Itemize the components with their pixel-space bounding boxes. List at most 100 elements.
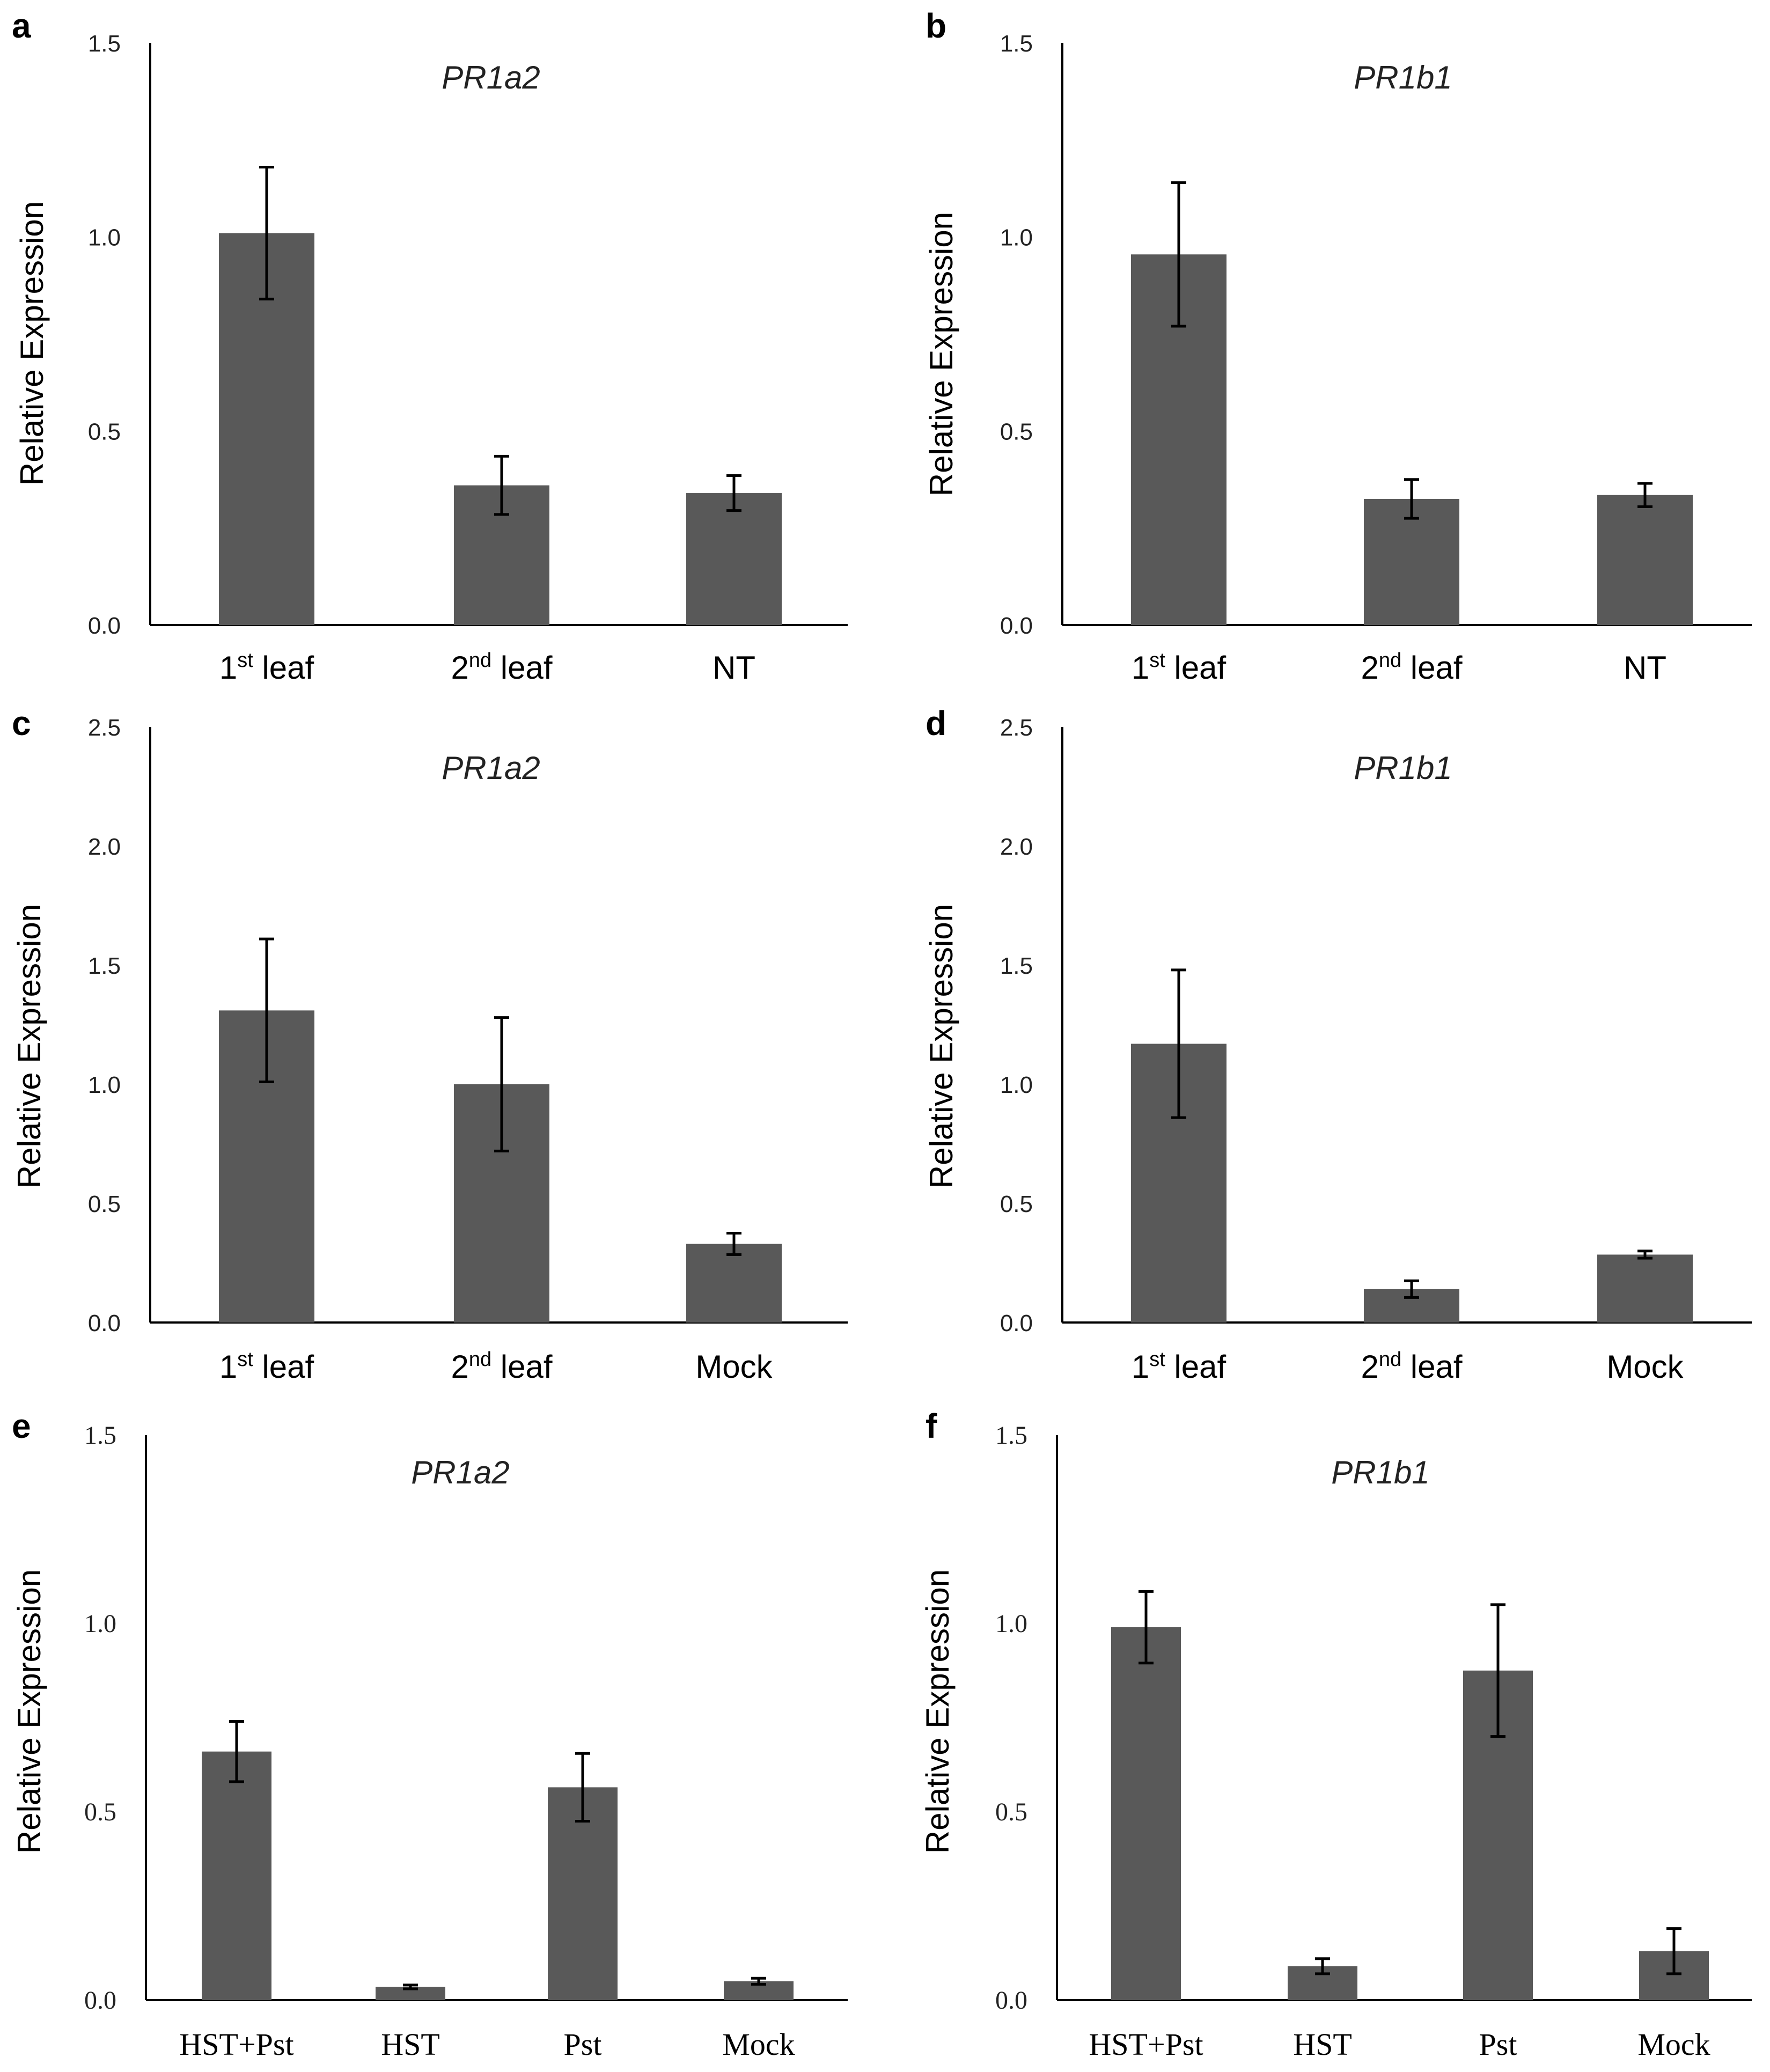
x-tick-label: NT [713,650,755,686]
x-tick-label: NT [1624,650,1666,686]
bar [1597,1254,1693,1322]
y-tick-label: 1.0 [995,1610,1027,1638]
y-axis-label: Relative Expression [923,212,959,496]
error-bar [1315,1957,1330,1975]
bar [202,1751,271,2000]
y-tick-label: 1.0 [88,225,121,251]
error-bar [1171,181,1186,328]
x-tick-label: 1st leaf [1132,1348,1226,1385]
y-tick-label: 0.0 [1000,1310,1033,1336]
y-tick-label: 2.5 [1000,715,1033,741]
error-bar [1404,1279,1419,1299]
y-tick-label: 1.0 [1000,1072,1033,1098]
bar [686,1244,782,1322]
y-axis-label: Relative Expression [14,201,50,486]
error-bar [1490,1603,1505,1738]
chart-title: PR1b1 [1331,1454,1429,1490]
chart-panel-f: f PR1b1 Relative Expression 0.0 0.5 1.0 1.5 HST… [920,1407,1752,2062]
panel-letter: e [12,1407,31,1445]
y-tick-label: 1.5 [88,31,121,57]
error-bar [726,474,741,512]
y-tick-label: 1.0 [84,1610,116,1638]
chart-title: PR1a2 [411,1454,509,1490]
y-tick-label: 0.0 [88,613,121,639]
x-tick-label: Pst [1479,2027,1517,2062]
chart-title: PR1a2 [442,60,540,95]
y-tick-label: 1.5 [88,953,121,979]
error-bar [751,1977,766,1986]
chart-title: PR1a2 [442,750,540,786]
bar [1364,498,1459,625]
error-bar [403,1983,418,1990]
error-bar [1171,968,1186,1119]
error-bar [575,1752,590,1823]
bar [548,1787,618,2000]
y-tick-label: 0.5 [1000,418,1033,445]
y-tick-label: 0.5 [88,418,121,445]
y-tick-label: 2.0 [1000,834,1033,860]
y-tick-label: 0.0 [88,1310,121,1336]
y-axis-label: Relative Expression [11,1569,47,1854]
x-tick-label: Mock [1606,1349,1684,1385]
panel-letter: b [926,6,946,45]
error-bar [1637,482,1653,508]
chart-panel-a: a PR1a2 Relative Expression 0.0 0.5 1.0 1.5 1st… [12,6,848,686]
y-tick-label: 0.0 [84,1986,116,2015]
y-tick-label: 0.5 [88,1191,121,1217]
y-tick-label: 2.5 [88,715,121,741]
error-bar [1666,1927,1681,1975]
error-bar [1637,1250,1653,1260]
y-tick-label: 1.0 [88,1072,121,1098]
y-tick-label: 0.5 [1000,1191,1033,1217]
panel-letter: c [12,704,31,743]
x-tick-label: 1st leaf [219,1348,314,1385]
chart-panel-b: b PR1b1 Relative Expression 0.0 0.5 1.0 1.5 1st… [923,6,1752,686]
x-tick-label: HST+Pst [179,2027,293,2062]
chart-panel-c: c PR1a2 Relative Expression 0.0 0.5 1.0 1.5 2.0… [11,704,848,1385]
error-bar [1139,1590,1154,1665]
bar [1597,495,1693,625]
error-bar [494,454,509,516]
panel-letter: d [926,704,946,743]
x-tick-label: 1st leaf [219,649,314,686]
y-tick-label: 0.0 [1000,613,1033,639]
y-axis-label: Relative Expression [920,1569,956,1854]
error-bar [229,1720,244,1783]
y-tick-label: 2.0 [88,834,121,860]
error-bar [1404,478,1419,520]
x-tick-label: Mock [722,2027,795,2062]
x-tick-label: Mock [695,1349,773,1385]
y-tick-label: 1.5 [1000,31,1033,57]
error-bar [494,1016,509,1152]
x-tick-label: HST [381,2027,440,2062]
y-tick-label: 1.0 [1000,225,1033,251]
x-tick-label: 2nd leaf [1361,1348,1462,1385]
y-axis-label: Relative Expression [923,904,959,1188]
x-tick-label: 1st leaf [1132,649,1226,686]
bar [1111,1627,1181,2000]
x-tick-label: 2nd leaf [451,649,552,686]
error-bar [259,937,274,1084]
x-tick-label: HST+Pst [1089,2027,1203,2062]
y-tick-label: 1.5 [84,1421,116,1450]
x-tick-label: Mock [1637,2027,1710,2062]
y-tick-label: 0.5 [84,1798,116,1826]
x-tick-label: 2nd leaf [1361,649,1462,686]
chart-title: PR1b1 [1354,750,1452,786]
bar [686,493,782,625]
y-tick-label: 0.0 [995,1986,1027,2015]
chart-panel-d: d PR1b1 Relative Expression 0.0 0.5 1.0 1.5 2.0… [923,704,1752,1385]
y-tick-label: 1.5 [995,1421,1027,1450]
error-bar [259,165,274,300]
x-tick-label: 2nd leaf [451,1348,552,1385]
chart-panel-e: e PR1a2 Relative Expression 0.0 0.5 1.0 1.5 HST… [11,1407,848,2062]
panel-letter: f [926,1407,937,1445]
y-tick-label: 1.5 [1000,953,1033,979]
error-bar [726,1232,741,1256]
chart-title: PR1b1 [1354,60,1452,95]
panel-letter: a [12,6,31,45]
x-tick-label: Pst [564,2027,602,2062]
y-tick-label: 0.5 [995,1798,1027,1826]
x-tick-label: HST [1293,2027,1352,2062]
